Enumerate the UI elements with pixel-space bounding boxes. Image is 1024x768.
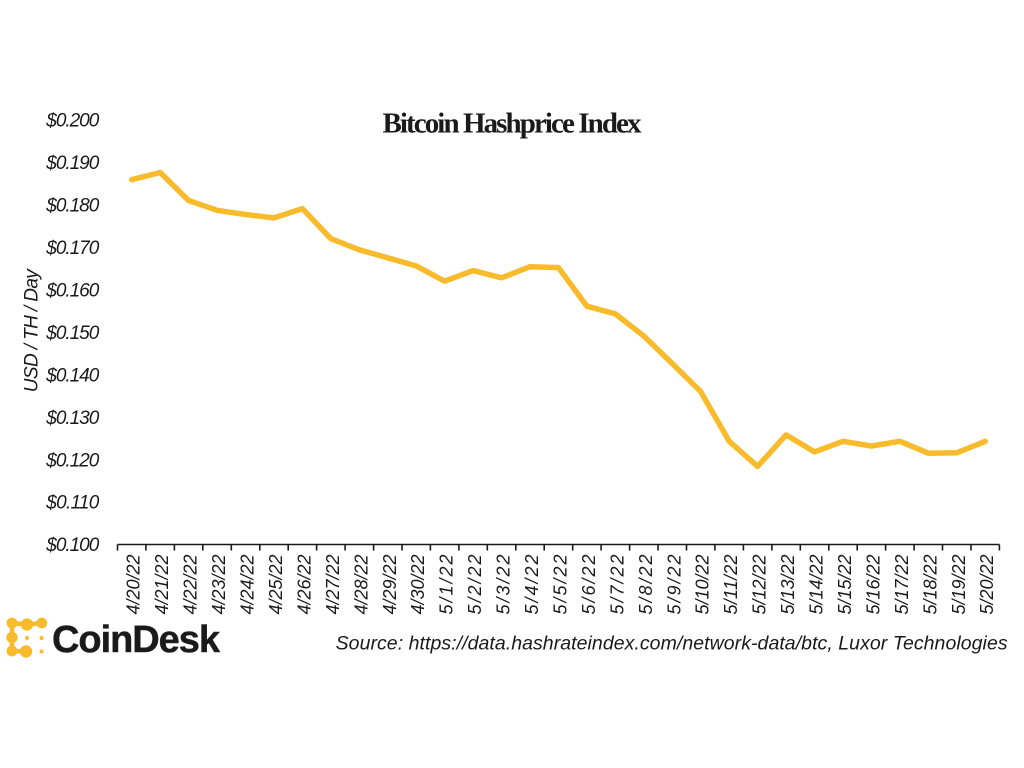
svg-text:$0.140: $0.140 bbox=[45, 365, 99, 386]
svg-text:5/10/22: 5/10/22 bbox=[693, 555, 713, 615]
svg-text:5/13/22: 5/13/22 bbox=[778, 555, 798, 615]
svg-text:$0.100: $0.100 bbox=[45, 535, 99, 556]
svg-text:5/12/22: 5/12/22 bbox=[750, 555, 770, 615]
svg-text:5/6/22: 5/6/22 bbox=[579, 555, 599, 615]
svg-text:5/3/22: 5/3/22 bbox=[494, 555, 514, 615]
svg-text:4/29/22: 4/29/22 bbox=[380, 555, 400, 615]
svg-text:5/7/22: 5/7/22 bbox=[607, 555, 627, 615]
svg-text:4/20/22: 4/20/22 bbox=[124, 555, 144, 615]
svg-text:Bitcoin Hashprice Index: Bitcoin Hashprice Index bbox=[383, 108, 643, 140]
svg-text:USD / TH / Day: USD / TH / Day bbox=[22, 268, 43, 393]
svg-text:$0.120: $0.120 bbox=[45, 450, 99, 471]
svg-text:$0.190: $0.190 bbox=[45, 153, 99, 174]
svg-text:5/17/22: 5/17/22 bbox=[892, 555, 912, 615]
svg-text:5/11/22: 5/11/22 bbox=[721, 555, 741, 615]
svg-text:Source: https://data.hashratei: Source: https://data.hashrateindex.com/n… bbox=[336, 633, 1008, 655]
svg-text:$0.150: $0.150 bbox=[45, 323, 99, 344]
svg-text:4/26/22: 4/26/22 bbox=[294, 555, 314, 615]
svg-text:4/22/22: 4/22/22 bbox=[181, 555, 201, 615]
svg-text:5/2/22: 5/2/22 bbox=[465, 555, 485, 615]
svg-text:5/14/22: 5/14/22 bbox=[807, 555, 827, 615]
svg-text:$0.110: $0.110 bbox=[45, 493, 99, 514]
svg-text:5/20/22: 5/20/22 bbox=[977, 555, 997, 615]
svg-text:4/28/22: 4/28/22 bbox=[351, 555, 371, 615]
svg-text:4/30/22: 4/30/22 bbox=[408, 555, 428, 615]
svg-text:5/15/22: 5/15/22 bbox=[835, 555, 855, 615]
svg-text:CoinDesk: CoinDesk bbox=[52, 619, 221, 661]
svg-text:5/16/22: 5/16/22 bbox=[863, 555, 883, 615]
svg-text:5/1/22: 5/1/22 bbox=[437, 555, 457, 615]
svg-text:5/5/22: 5/5/22 bbox=[551, 555, 571, 615]
svg-text:4/27/22: 4/27/22 bbox=[323, 555, 343, 615]
svg-text:$0.180: $0.180 bbox=[45, 195, 99, 216]
svg-text:$0.200: $0.200 bbox=[45, 111, 99, 132]
svg-text:4/25/22: 4/25/22 bbox=[266, 555, 286, 615]
svg-text:$0.160: $0.160 bbox=[45, 280, 99, 301]
svg-text:$0.130: $0.130 bbox=[45, 408, 99, 429]
svg-text:$0.170: $0.170 bbox=[45, 238, 99, 259]
svg-text:5/4/22: 5/4/22 bbox=[522, 555, 542, 615]
svg-text:5/19/22: 5/19/22 bbox=[949, 555, 969, 615]
svg-text:5/9/22: 5/9/22 bbox=[664, 555, 684, 615]
svg-text:5/8/22: 5/8/22 bbox=[636, 555, 656, 615]
svg-text:4/21/22: 4/21/22 bbox=[152, 555, 172, 615]
svg-text:4/24/22: 4/24/22 bbox=[238, 555, 258, 615]
svg-text:4/23/22: 4/23/22 bbox=[209, 555, 229, 615]
svg-text:5/18/22: 5/18/22 bbox=[920, 555, 940, 615]
